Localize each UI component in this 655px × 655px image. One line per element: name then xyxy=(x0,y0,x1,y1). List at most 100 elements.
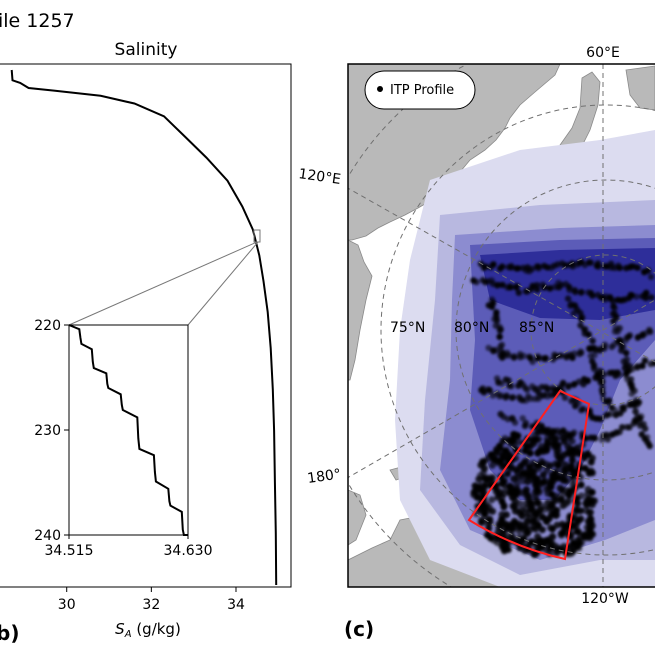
itp-profile-dot xyxy=(542,546,550,554)
itp-profile-dot xyxy=(567,462,575,470)
itp-profile-dot xyxy=(536,447,544,455)
itp-profile-dot xyxy=(503,511,510,519)
itp-profile-dot xyxy=(602,398,610,405)
itp-profile-dot xyxy=(548,525,556,533)
lon-label-60e: 60°E xyxy=(586,45,620,61)
inset-y-tick-label: 240 xyxy=(34,528,61,544)
inset-x-tick-label: 34.515 xyxy=(45,543,94,559)
itp-profile-dot xyxy=(545,515,553,523)
itp-profile-dot xyxy=(550,436,558,444)
itp-profile-dot xyxy=(499,478,507,486)
itp-profile-dot xyxy=(648,294,655,301)
itp-profile-dot xyxy=(508,264,515,271)
itp-profile-dot xyxy=(509,502,517,510)
itp-profile-dot xyxy=(565,490,572,498)
itp-profile-dot xyxy=(529,265,536,273)
itp-profile-dot xyxy=(510,353,518,360)
itp-profile-dot xyxy=(502,541,510,549)
itp-profile-dot xyxy=(626,424,633,431)
itp-profile-dot xyxy=(550,496,558,504)
itp-profile-dot xyxy=(527,395,534,402)
itp-profile-dot xyxy=(513,265,520,272)
itp-profile-dot xyxy=(619,424,626,431)
map-legend: ITP Profile xyxy=(364,70,476,110)
itp-profile-dot xyxy=(565,383,572,391)
itp-profile-dot xyxy=(577,481,585,489)
itp-profile-dot xyxy=(599,379,606,386)
itp-profile-dot xyxy=(531,436,539,444)
itp-profile-dot xyxy=(610,298,617,305)
itp-profile-dot xyxy=(571,350,578,357)
itp-profile-dot xyxy=(583,534,591,542)
itp-profile-dot xyxy=(522,443,530,451)
itp-profile-dot xyxy=(569,476,577,483)
itp-profile-dot xyxy=(470,491,478,499)
itp-profile-dot xyxy=(500,490,507,498)
itp-profile-dot xyxy=(548,429,556,437)
itp-profile-dot xyxy=(572,288,579,296)
itp-profile-dot xyxy=(589,337,596,344)
itp-profile-dot xyxy=(643,289,650,296)
itp-profile-dot xyxy=(561,394,569,401)
itp-profile-dot xyxy=(623,349,630,357)
itp-profile-dot xyxy=(486,387,493,394)
itp-profile-dot xyxy=(574,528,582,536)
itp-profile-dot xyxy=(585,331,592,338)
salinity-x-ticks: 30 32 34 xyxy=(58,587,245,613)
salinity-inset: 220 230 240 34.515 34.630 xyxy=(34,318,212,559)
itp-profile-dot xyxy=(478,516,486,524)
itp-profile-dot xyxy=(520,535,528,543)
itp-profile-dot xyxy=(539,502,547,510)
itp-profile-dot xyxy=(570,310,577,317)
itp-profile-dot xyxy=(498,516,505,523)
itp-profile-dot xyxy=(488,461,496,469)
itp-profile-dot xyxy=(533,475,541,483)
map-frame xyxy=(347,63,655,588)
itp-profile-dot xyxy=(499,354,506,361)
itp-profile-dot xyxy=(482,500,490,508)
itp-profile-dot xyxy=(509,394,517,401)
parallel-85n xyxy=(530,254,655,406)
salinity-xlabel-subscript: A xyxy=(124,629,132,640)
itp-profile-dot xyxy=(501,454,509,461)
itp-profile-dot xyxy=(543,434,551,442)
itp-profile-dot xyxy=(559,491,567,499)
itp-profile-dot xyxy=(584,490,592,498)
itp-profile-dot xyxy=(481,510,489,518)
itp-profile-dot xyxy=(620,404,627,411)
itp-profile-dot xyxy=(499,281,506,289)
itp-profile-dot xyxy=(639,362,646,369)
itp-profile-dot xyxy=(580,454,588,462)
itp-profile-dot xyxy=(587,345,595,352)
itp-profile-dot xyxy=(535,263,542,270)
itp-profile-dot xyxy=(515,289,522,296)
itp-profile-dot xyxy=(542,426,550,434)
itp-profile-dot xyxy=(626,332,634,339)
itp-profile-dot xyxy=(618,347,625,354)
itp-profile-dot xyxy=(476,472,484,480)
itp-profile-dot xyxy=(523,386,531,393)
itp-profile-dot xyxy=(646,442,653,450)
itp-profile-dot xyxy=(634,401,641,408)
itp-profile-dot xyxy=(553,521,561,529)
itp-profile-dot xyxy=(610,318,617,325)
itp-profile-dot xyxy=(614,328,621,335)
itp-profile-dot xyxy=(577,492,585,500)
itp-profile-dot xyxy=(591,434,598,441)
itp-profile-dot xyxy=(575,400,582,407)
itp-profile-dot xyxy=(505,377,512,384)
itp-profile-dot xyxy=(559,476,567,484)
itp-profile-dot xyxy=(580,405,587,413)
itp-profile-dot xyxy=(480,264,488,272)
itp-profile-dot xyxy=(578,289,585,296)
itp-profile-dot xyxy=(537,457,545,465)
itp-profile-dot xyxy=(632,408,639,415)
figure-suptitle: ile 1257 xyxy=(0,10,75,32)
itp-profile-dot xyxy=(603,431,610,439)
itp-profile-dot xyxy=(578,349,585,357)
beaufort-region-box xyxy=(467,389,591,561)
itp-profile-dot xyxy=(498,380,505,387)
itp-profile-dot xyxy=(560,543,568,550)
itp-profile-dot xyxy=(515,527,523,535)
itp-profile-dot xyxy=(587,508,594,516)
